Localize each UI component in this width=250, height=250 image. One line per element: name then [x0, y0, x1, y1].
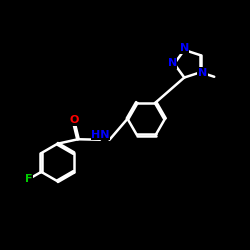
- Text: N: N: [198, 68, 207, 78]
- Text: F: F: [25, 174, 32, 184]
- Text: N: N: [168, 58, 177, 68]
- Text: N: N: [180, 44, 189, 54]
- Text: O: O: [70, 115, 79, 125]
- Text: HN: HN: [91, 130, 110, 140]
